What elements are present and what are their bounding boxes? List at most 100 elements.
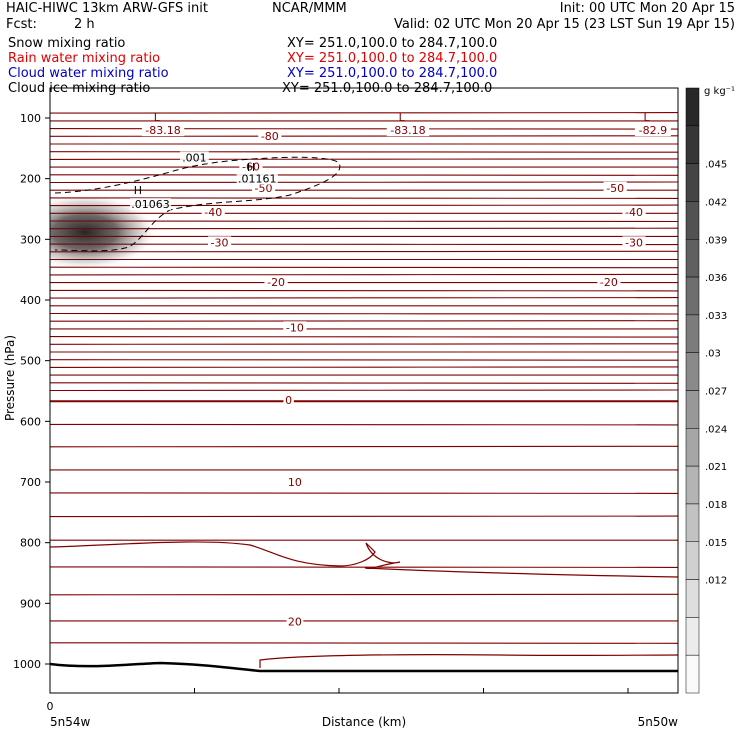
- colorbar-label: .024: [705, 424, 727, 435]
- isotherm-15-contour: [50, 541, 678, 578]
- colorbar-label: .036: [705, 273, 727, 284]
- colorbar-label: .03: [705, 349, 721, 360]
- colorbar-swatch: [685, 617, 700, 656]
- colorbar-swatch: [685, 390, 700, 429]
- y-tick-label: 400: [20, 294, 41, 307]
- colorbar-swatch: [685, 163, 700, 202]
- y-tick-label: 700: [20, 476, 41, 489]
- temperature-contour-label: -83.18: [390, 124, 425, 137]
- colorbar-label: .027: [705, 387, 727, 398]
- colorbar-swatch: [685, 125, 700, 164]
- contour-label-bg: [622, 206, 646, 219]
- extremum-marker: H: [247, 161, 255, 174]
- temperature-contour-label: -10: [286, 321, 304, 334]
- y-tick-label: 100: [20, 112, 41, 125]
- colorbar-label: .033: [705, 311, 727, 322]
- temperature-contour-label: -30: [211, 236, 229, 249]
- colorbar-swatch: [685, 428, 700, 467]
- mixing-ratio-label: .01161: [238, 173, 277, 186]
- contour-label-bg: [597, 275, 621, 288]
- isotherm-contour: [50, 296, 678, 299]
- y-tick-label: 600: [20, 415, 41, 428]
- mixing-ratio-label: .01063: [131, 198, 170, 211]
- colorbar-label: .042: [705, 197, 727, 208]
- temperature-contour-label: 20: [288, 616, 302, 629]
- contour-label-bg: [207, 236, 232, 249]
- colorbar-label: .039: [705, 235, 727, 246]
- temperature-contour-label: -50: [255, 182, 273, 195]
- mixing-ratio-label: .001: [182, 151, 207, 164]
- contour-label-bg: [283, 321, 307, 334]
- temperature-contour-label: -80: [261, 130, 279, 143]
- colorbar-unit: g kg⁻¹: [704, 86, 735, 97]
- contour-label-bg: [634, 124, 671, 137]
- temperature-contour-label: -20: [267, 276, 285, 289]
- isotherm-contour: [50, 423, 678, 426]
- valid-time: Valid: 02 UTC Mon 20 Apr 15 (23 LST Sun …: [394, 17, 735, 32]
- contour-label-bg: [239, 160, 263, 173]
- y-axis-label: Pressure (hPa): [3, 335, 17, 421]
- mixing-label-bg: [180, 151, 209, 164]
- colorbar-label: .012: [705, 576, 727, 587]
- isotherm-contour: [50, 127, 678, 130]
- isotherm-contour: [50, 150, 678, 153]
- mixing-label-bg: [129, 198, 172, 211]
- isotherm-contour: [50, 273, 678, 276]
- isotherm-contour: [50, 593, 678, 596]
- temperature-contour-label: -40: [204, 206, 222, 219]
- colorbar-label: .018: [705, 500, 727, 511]
- mixing-ratio-dashed-contour: [54, 156, 341, 252]
- colorbar-label: .021: [705, 462, 727, 473]
- y-tick-label: 200: [20, 173, 41, 186]
- colorbar-swatch: [685, 579, 700, 618]
- isotherm-contour: [50, 173, 678, 176]
- isotherm-contour: [50, 366, 678, 369]
- isotherm-contour: [50, 158, 678, 161]
- isotherm-contour: [50, 266, 678, 269]
- x-end-label: 5n50w: [638, 715, 679, 729]
- colorbar-label: .045: [705, 160, 727, 171]
- contour-label-bg: [201, 206, 225, 219]
- mixing-label-bg: [236, 172, 278, 185]
- x-axis-label: Distance (km): [322, 715, 406, 729]
- colorbar-swatch: [685, 239, 700, 278]
- temperature-contour-label: -20: [600, 276, 618, 289]
- extremum-marker: L: [154, 111, 161, 124]
- extremum-marker: H: [134, 184, 142, 197]
- isotherm-contour: [50, 227, 678, 230]
- temperature-contour-label: -40: [625, 206, 643, 219]
- colorbar-swatch: [685, 541, 700, 580]
- contour-label-bg: [386, 124, 430, 137]
- y-tick-label: 500: [20, 355, 41, 368]
- isotherm-contour: [50, 515, 678, 518]
- plot-frame: [49, 87, 679, 694]
- colorbar-swatch: [685, 314, 700, 353]
- temperature-contour-label: 10: [288, 476, 302, 489]
- colorbar-swatch: [685, 503, 700, 542]
- contour-label-bg: [251, 181, 276, 194]
- colorbar-swatch: [685, 352, 700, 391]
- fcst-value: 2 h: [74, 17, 95, 32]
- isotherm-contour: [50, 335, 678, 338]
- contour-label-bg: [141, 124, 185, 137]
- isotherm-contour: [50, 111, 678, 114]
- colorbar-swatch: [685, 87, 700, 127]
- isotherm-contour: [50, 389, 678, 392]
- init-time: Init: 00 UTC Mon 20 Apr 15: [560, 1, 735, 16]
- isotherm-contour: [50, 250, 678, 253]
- isotherm-contour: [50, 492, 678, 495]
- x-start-label: 5n54w: [50, 715, 91, 729]
- legend-cloudwater-name: Cloud water mixing ratio: [8, 66, 169, 81]
- colorbar-swatch: [685, 465, 700, 505]
- extremum-marker: L: [399, 111, 406, 124]
- contour-label-bg: [603, 181, 627, 194]
- isotherm-contour: [50, 220, 678, 223]
- legend-rain-xy: XY= 251.0,100.0 to 284.7,100.0: [287, 51, 497, 66]
- temperature-contour-label: -50: [606, 182, 624, 195]
- colorbar-label: .015: [705, 538, 727, 549]
- isotherm-contour: [50, 358, 678, 361]
- isotherm-contour: [50, 312, 678, 315]
- colorbar-swatch: [685, 201, 700, 240]
- isotherm-contour: [50, 320, 678, 323]
